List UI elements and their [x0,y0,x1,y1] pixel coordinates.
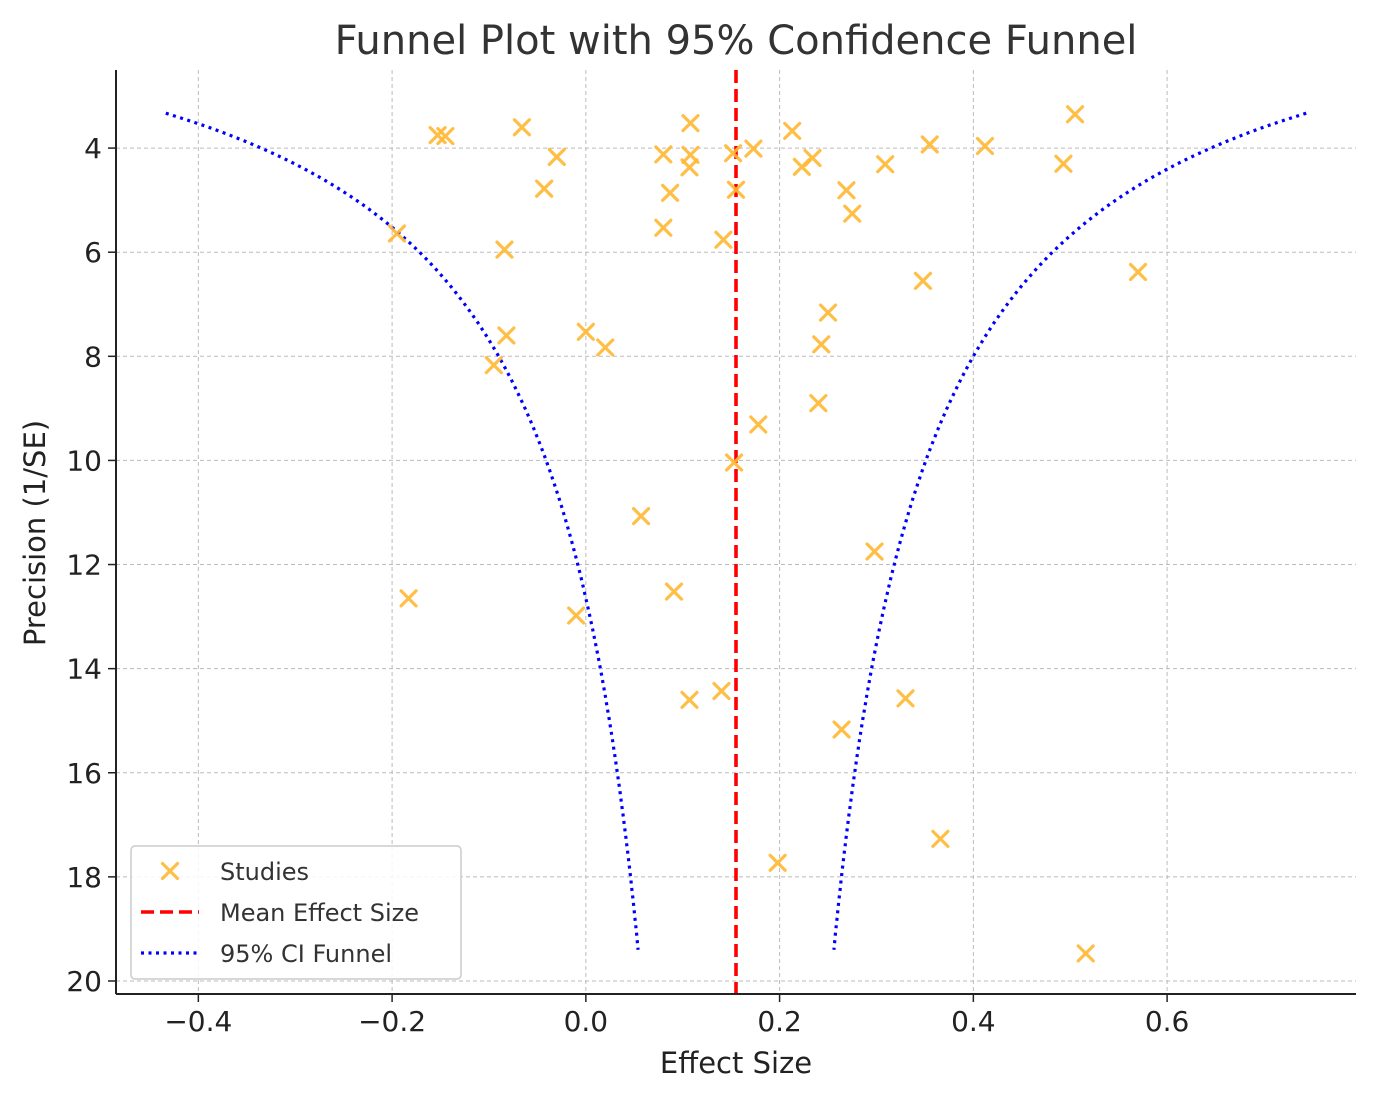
study-point [724,453,744,472]
x-tick-label: −0.2 [358,1005,426,1038]
study-point [681,113,700,133]
study-point [843,204,862,223]
study-point [547,147,566,167]
study-point [512,118,532,137]
chart-title: Funnel Plot with 95% Confidence Funnel [335,18,1138,64]
study-point [661,183,680,202]
study-point [712,681,731,701]
y-tick-label: 20 [66,965,102,998]
y-tick-label: 4 [84,132,102,165]
study-point [832,720,851,739]
x-axis-ticks: −0.4 −0.2 0.0 0.2 0.4 0.6 [164,994,1189,1038]
y-axis-ticks: 4 6 8 10 12 14 16 18 20 [66,132,116,998]
study-points [387,105,1148,963]
legend-label: 95% CI Funnel [220,940,392,968]
study-point [931,829,950,848]
study-point [768,853,787,872]
study-point [920,135,939,154]
legend-label: Mean Effect Size [220,899,419,927]
study-point [837,181,856,200]
study-point [809,394,828,413]
legend-box [130,845,462,980]
study-point [680,690,699,709]
study-point [567,606,586,625]
study-point [726,180,746,199]
study-point [1054,154,1073,173]
x-tick-label: 0.6 [1145,1005,1190,1038]
legend-label: Studies [220,858,309,886]
study-point [1065,105,1085,124]
x-tick-label: −0.4 [164,1005,232,1038]
legend: Studies Mean Effect Size 95% CI Funnel [130,845,462,980]
study-point [792,157,811,176]
y-axis-label: Precision (1/SE) [18,420,52,646]
study-point [876,155,895,174]
y-tick-label: 18 [66,861,102,894]
study-point [744,139,763,158]
x-tick-label: 0.0 [564,1005,609,1038]
study-point [436,127,455,146]
y-tick-label: 10 [66,444,102,477]
study-point [865,542,884,561]
study-point [714,230,733,249]
y-tick-label: 12 [66,549,102,582]
axes [115,70,1356,995]
study-point [1128,262,1148,282]
study-point [497,326,516,345]
study-point [387,224,407,243]
study-point [484,356,503,375]
study-point [654,218,673,237]
ci-funnel [165,111,1307,950]
x-tick-label: 0.4 [951,1005,996,1038]
study-point [399,589,418,608]
study-point [812,335,831,354]
study-point [576,322,595,341]
study-point [495,240,514,259]
study-point [535,179,554,198]
legend-studies-marker [160,861,180,881]
y-tick-label: 14 [66,653,102,686]
study-point [631,507,651,526]
y-tick-label: 6 [84,236,102,269]
study-point [975,136,995,156]
study-point [680,158,699,177]
x-tick-label: 0.2 [757,1005,802,1038]
study-point [783,121,802,141]
y-tick-label: 16 [66,757,102,790]
study-point [1076,944,1095,963]
study-point [596,338,615,357]
study-point [664,582,684,601]
ci-funnel-right [832,111,1307,950]
study-point [913,271,933,290]
study-point [654,145,673,164]
ci-funnel-left [165,111,640,950]
x-axis-label: Effect Size [660,1046,812,1080]
study-point [818,303,838,322]
study-point [723,144,743,163]
study-point [896,689,915,708]
y-tick-label: 8 [84,340,102,373]
study-point [749,415,768,434]
